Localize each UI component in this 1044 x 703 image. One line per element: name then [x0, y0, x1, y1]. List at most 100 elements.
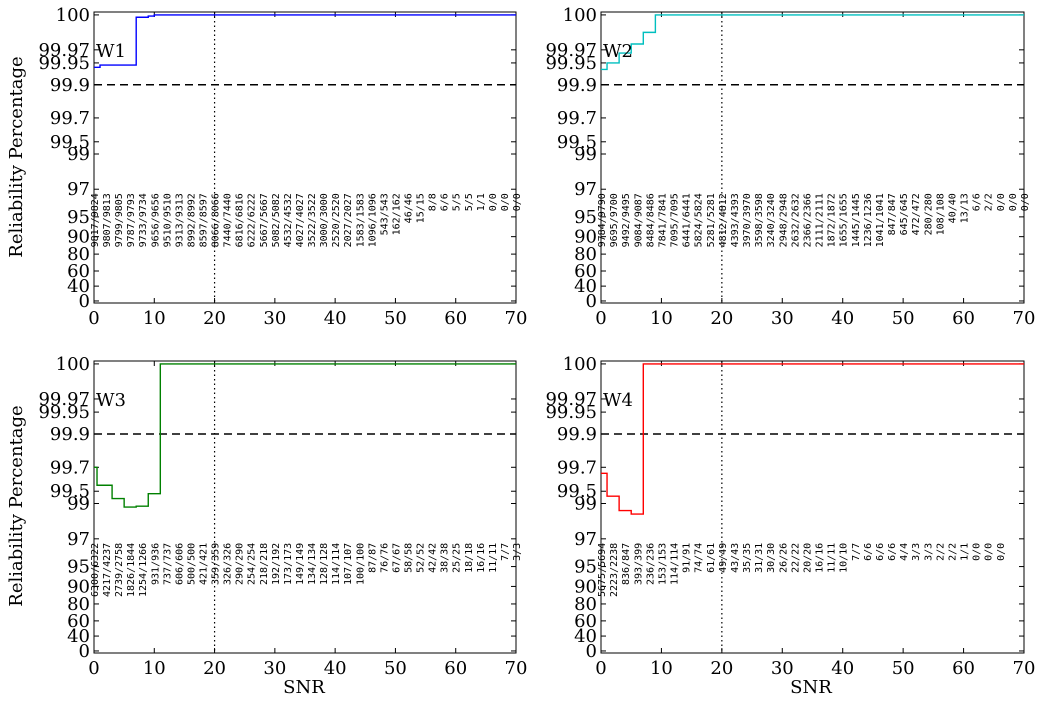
count-label: 31/31 — [754, 543, 765, 573]
x-tick-label: 50 — [892, 658, 915, 679]
count-label: 1655/1655 — [839, 193, 850, 247]
x-tick-label: 10 — [650, 308, 673, 329]
count-label: 5082/5082 — [271, 193, 282, 247]
count-label: 393/399 — [633, 543, 644, 585]
x-tick-label: 20 — [203, 308, 226, 329]
count-label: 49/49 — [718, 543, 729, 573]
count-label: 1/1 — [476, 193, 487, 211]
y-tick-label: 60 — [67, 611, 90, 632]
count-label: 43/43 — [730, 543, 741, 573]
count-label: 8/8 — [428, 193, 439, 211]
count-label: 2/2 — [947, 543, 958, 561]
count-label: 6/6 — [440, 193, 451, 211]
plot-frame — [600, 11, 1025, 304]
y-tick-label: 99.5 — [557, 481, 597, 502]
x-tick-label: 40 — [831, 308, 854, 329]
x-tick-label: 0 — [88, 308, 99, 329]
count-label: 2/2 — [935, 543, 946, 561]
y-axis-title-top: Reliability Percentage — [6, 56, 27, 257]
x-tick-label: 60 — [444, 308, 467, 329]
y-tick-label: 100 — [56, 354, 90, 375]
count-label: 30/30 — [766, 543, 777, 573]
count-label: 3/3 — [911, 543, 922, 561]
count-label: 3970/3970 — [742, 193, 753, 247]
x-axis-title-left: SNR — [283, 677, 325, 698]
count-label: 236/236 — [645, 543, 656, 585]
count-label: 15/15 — [416, 193, 427, 223]
y-axis-title-bottom: Reliability Percentage — [6, 405, 27, 606]
count-label: 0/0 — [1008, 193, 1019, 211]
count-label: 9733/9734 — [138, 193, 149, 247]
count-label: 3522/3522 — [307, 193, 318, 247]
count-label: 6/6 — [972, 193, 983, 211]
count-label: 9695/9700 — [609, 193, 620, 247]
count-label: 2520/2520 — [331, 193, 342, 247]
count-label: 20/20 — [802, 543, 813, 573]
count-label: 326/326 — [223, 543, 234, 585]
count-label: 128/128 — [319, 543, 330, 585]
count-label: 254/254 — [247, 543, 258, 585]
count-label: 0/0 — [500, 193, 511, 211]
chart-panel-w3: 0 10 20 30 40 50 60 7004060809095979999.599.799… — [38, 354, 527, 679]
y-tick-label: 99.95 — [38, 402, 90, 423]
count-label: 2739/2758 — [114, 543, 125, 597]
count-label: 6/6 — [863, 543, 874, 561]
y-tick-label: 95 — [67, 207, 90, 228]
count-label: 7440/7440 — [223, 193, 234, 247]
plot-frame — [93, 360, 517, 654]
count-label: 26/26 — [778, 543, 789, 573]
y-tick-label: 99.5 — [50, 481, 90, 502]
y-tick-label: 0 — [586, 291, 597, 312]
x-tick-label: 0 — [595, 658, 606, 679]
y-tick-label: 99.95 — [545, 402, 597, 423]
count-label: 192/192 — [271, 543, 282, 585]
y-tick-label: 99.95 — [545, 53, 597, 74]
count-label: 4027/4027 — [295, 193, 306, 247]
y-tick-label: 99.9 — [557, 75, 597, 96]
x-tick-label: 10 — [143, 308, 166, 329]
count-label: 58/58 — [403, 543, 414, 573]
count-label: 2223/2238 — [609, 543, 620, 597]
count-label: 6441/6441 — [682, 193, 693, 247]
count-label: 8992/8992 — [186, 193, 197, 247]
count-label: 2027/2027 — [343, 193, 354, 247]
y-tick-label: 99 — [67, 493, 90, 514]
count-label: 114/114 — [670, 543, 681, 585]
y-tick-label: 80 — [67, 594, 90, 615]
count-label: 1041/1041 — [875, 193, 886, 247]
count-label: 500/500 — [186, 543, 197, 585]
count-label: 2632/2632 — [790, 193, 801, 247]
count-label: 5675/5694 — [597, 543, 608, 597]
count-label: 1254/1266 — [138, 543, 149, 597]
y-tick-label: 99.97 — [38, 40, 90, 61]
y-tick-label: 90 — [67, 576, 90, 597]
y-tick-label: 95 — [574, 557, 597, 578]
count-label: 3598/3598 — [754, 193, 765, 247]
count-label: 4/4 — [899, 543, 910, 561]
count-label: 359/359 — [211, 543, 222, 585]
y-tick-label: 99.5 — [557, 132, 597, 153]
y-tick-label: 97 — [67, 179, 90, 200]
count-label: 11/11 — [827, 543, 838, 573]
x-tick-label: 70 — [1013, 658, 1036, 679]
count-label: 9313/9313 — [174, 193, 185, 247]
y-tick-label: 60 — [574, 611, 597, 632]
count-label: 5/5 — [452, 193, 463, 211]
count-label: 0/0 — [512, 193, 523, 211]
chart-panel-w4: 0 10 20 30 40 50 60 7004060809095979999.599.799… — [545, 354, 1035, 679]
y-tick-label: 40 — [67, 626, 90, 647]
chart-panel-w1: 0 10 20 30 40 50 60 7004060809095979999.599.799… — [38, 5, 527, 329]
x-tick-label: 30 — [263, 658, 286, 679]
y-tick-label: 100 — [563, 354, 597, 375]
y-tick-label: 99 — [574, 144, 597, 165]
count-label: 9492/9495 — [621, 193, 632, 247]
y-tick-label: 99.7 — [557, 108, 597, 129]
count-label: 606/606 — [174, 543, 185, 585]
x-tick-label: 0 — [595, 308, 606, 329]
count-label: 4217/4237 — [102, 543, 113, 597]
y-tick-label: 100 — [56, 5, 90, 26]
x-tick-label: 60 — [952, 658, 975, 679]
count-label: 52/52 — [416, 543, 427, 573]
count-label: 2366/2366 — [802, 193, 813, 247]
count-label: 0/0 — [488, 193, 499, 211]
